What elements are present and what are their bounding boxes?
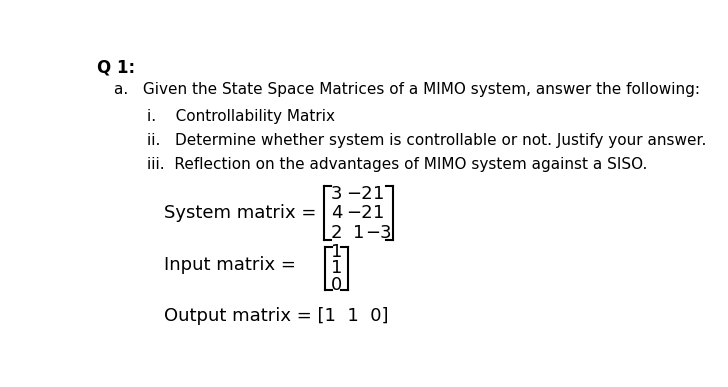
Text: −2: −2 xyxy=(346,204,372,222)
Text: System matrix =: System matrix = xyxy=(165,204,323,222)
Text: ii.   Determine whether system is controllable or not. Justify your answer.: ii. Determine whether system is controll… xyxy=(148,133,707,148)
Text: 1: 1 xyxy=(331,259,342,277)
Text: iii.  Reflection on the advantages of MIMO system against a SISO.: iii. Reflection on the advantages of MIM… xyxy=(148,157,648,172)
Text: Input matrix =: Input matrix = xyxy=(165,257,302,274)
Text: Output matrix = [1  1  0]: Output matrix = [1 1 0] xyxy=(165,307,389,325)
Text: −2: −2 xyxy=(346,185,372,203)
Text: i.    Controllability Matrix: i. Controllability Matrix xyxy=(148,109,336,124)
Text: Q 1:: Q 1: xyxy=(97,58,135,76)
Text: 3: 3 xyxy=(331,185,342,203)
Text: 1: 1 xyxy=(373,185,384,203)
Text: 1: 1 xyxy=(331,243,342,261)
Text: 2: 2 xyxy=(331,224,342,242)
Text: −3: −3 xyxy=(365,224,392,242)
Text: 4: 4 xyxy=(331,204,342,222)
Text: 1: 1 xyxy=(353,224,365,242)
Text: 0: 0 xyxy=(331,276,342,294)
Text: 1: 1 xyxy=(373,204,384,222)
Text: a.   Given the State Space Matrices of a MIMO system, answer the following:: a. Given the State Space Matrices of a M… xyxy=(114,82,700,97)
